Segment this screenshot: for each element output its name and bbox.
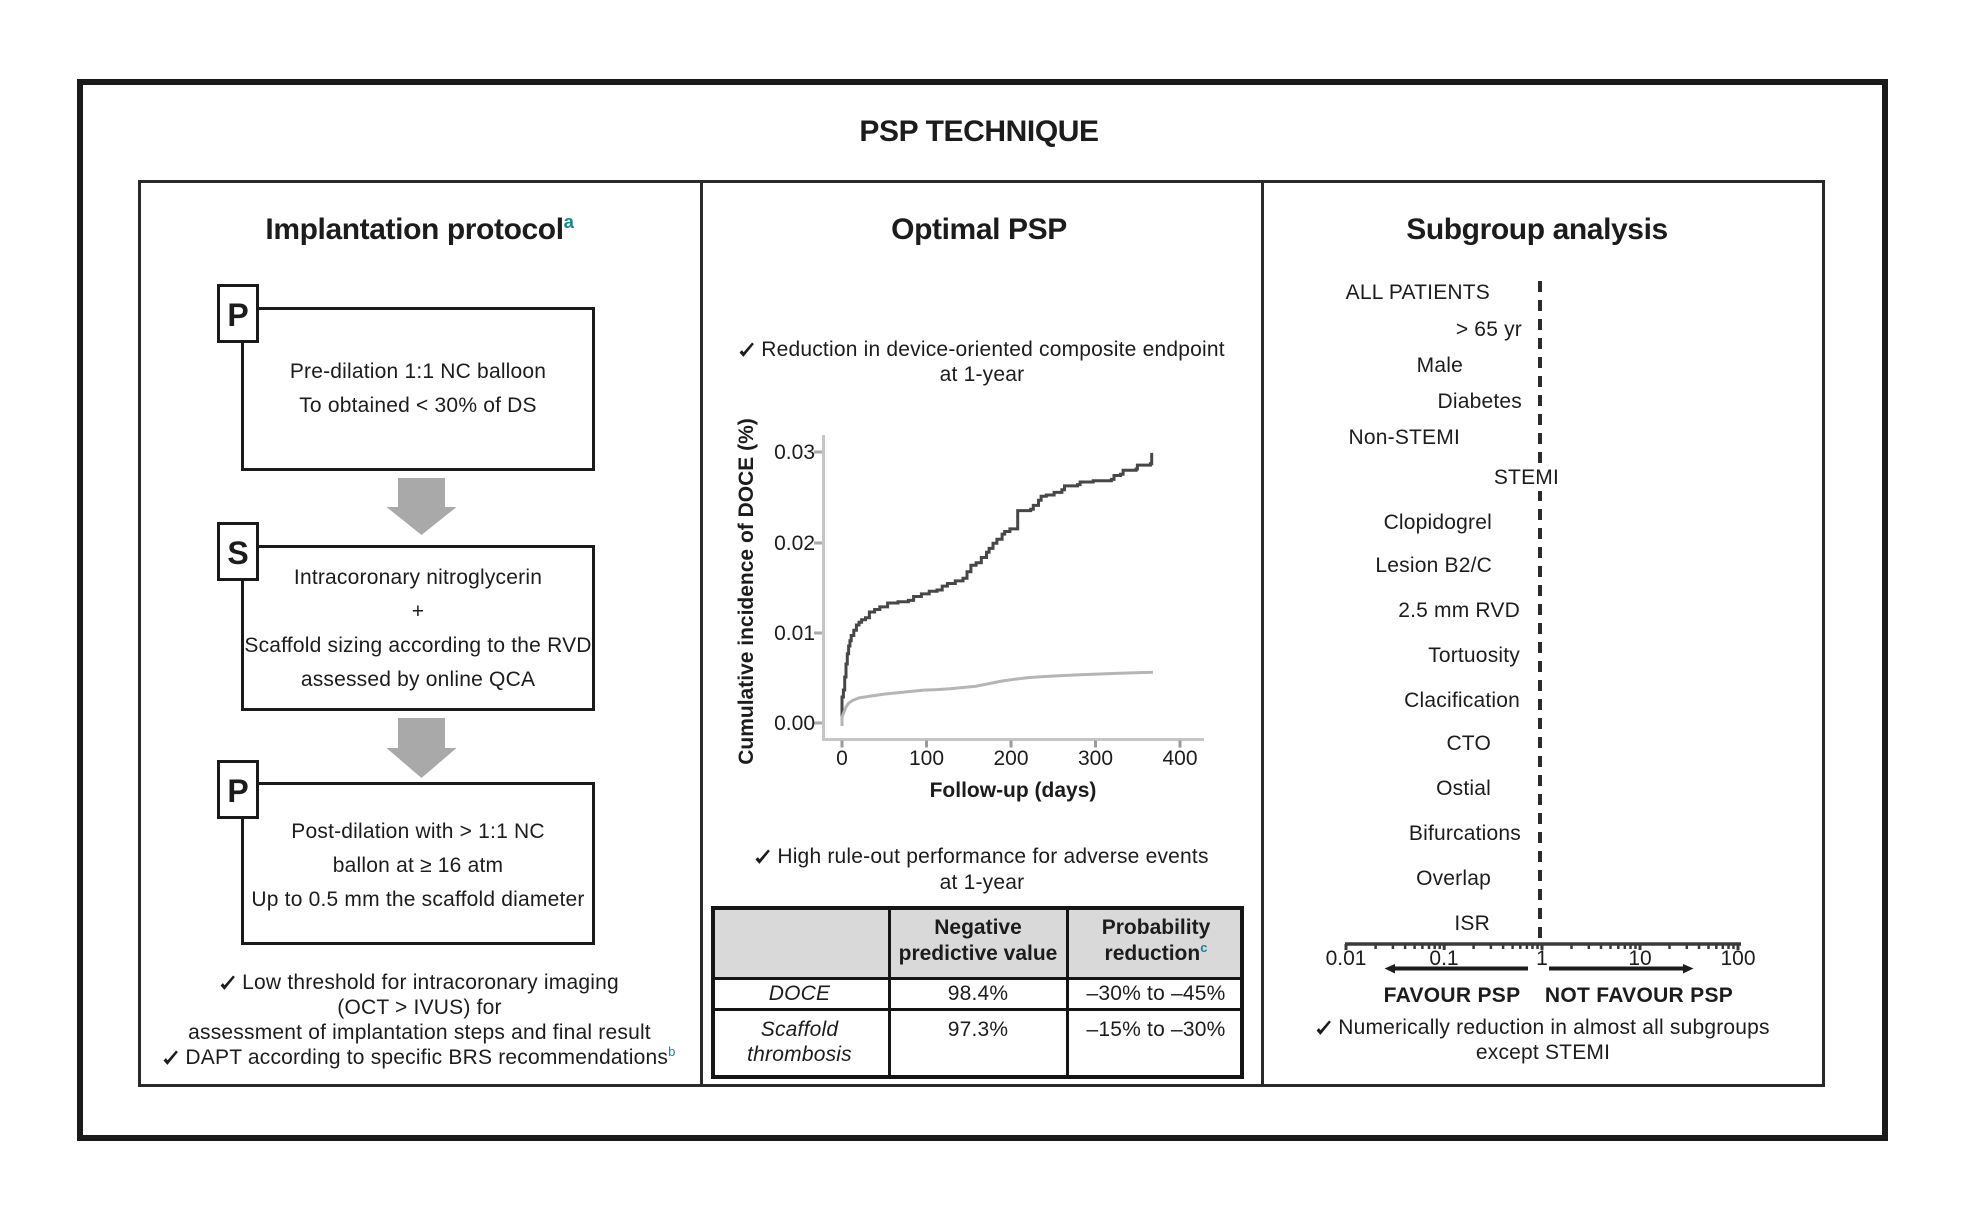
svg-text:0: 0 [836, 747, 848, 770]
svg-text:100: 100 [1720, 947, 1755, 970]
svg-text:10: 10 [1628, 947, 1651, 970]
svg-text:0.01: 0.01 [774, 622, 815, 645]
svg-text:0.03: 0.03 [774, 441, 815, 464]
svg-text:Cumulative incidence of DOCE (: Cumulative incidence of DOCE (%) [735, 418, 758, 765]
svg-text:400: 400 [1162, 747, 1197, 770]
svg-text:0.00: 0.00 [774, 712, 815, 735]
svg-text:300: 300 [1078, 747, 1113, 770]
svg-text:100: 100 [909, 747, 944, 770]
svg-text:200: 200 [993, 747, 1028, 770]
svg-text:1: 1 [1536, 947, 1548, 970]
svg-text:Follow-up (days): Follow-up (days) [930, 779, 1097, 802]
svg-text:0.01: 0.01 [1326, 947, 1367, 970]
svg-text:0.1: 0.1 [1429, 947, 1458, 970]
svg-text:0.02: 0.02 [774, 532, 815, 555]
